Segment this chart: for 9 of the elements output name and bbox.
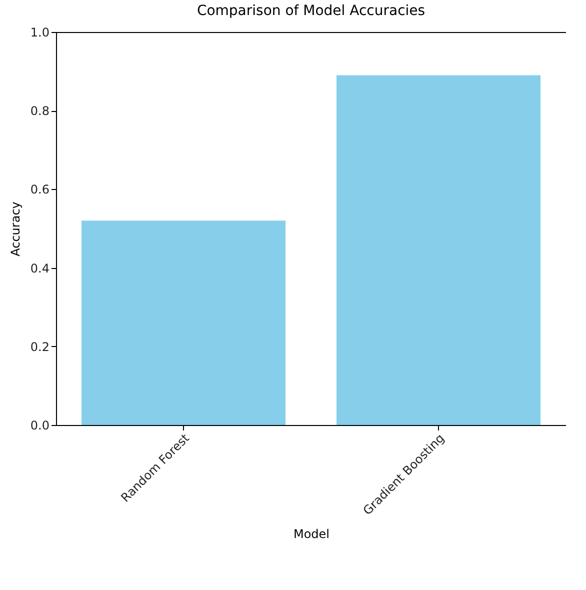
y-tick-label: 1.0 [30, 26, 50, 40]
y-tick-label: 0.6 [30, 182, 50, 197]
chart-title: Comparison of Model Accuracies [196, 3, 426, 19]
x-axis-title: Model [293, 526, 330, 541]
y-tick-label: 0.0 [30, 418, 50, 432]
y-tick-label: 0.8 [30, 104, 50, 118]
y-tick-label: 0.4 [30, 261, 50, 276]
y-tick-label: 0.2 [30, 340, 50, 354]
y-axis-title: Accuracy [8, 202, 22, 256]
